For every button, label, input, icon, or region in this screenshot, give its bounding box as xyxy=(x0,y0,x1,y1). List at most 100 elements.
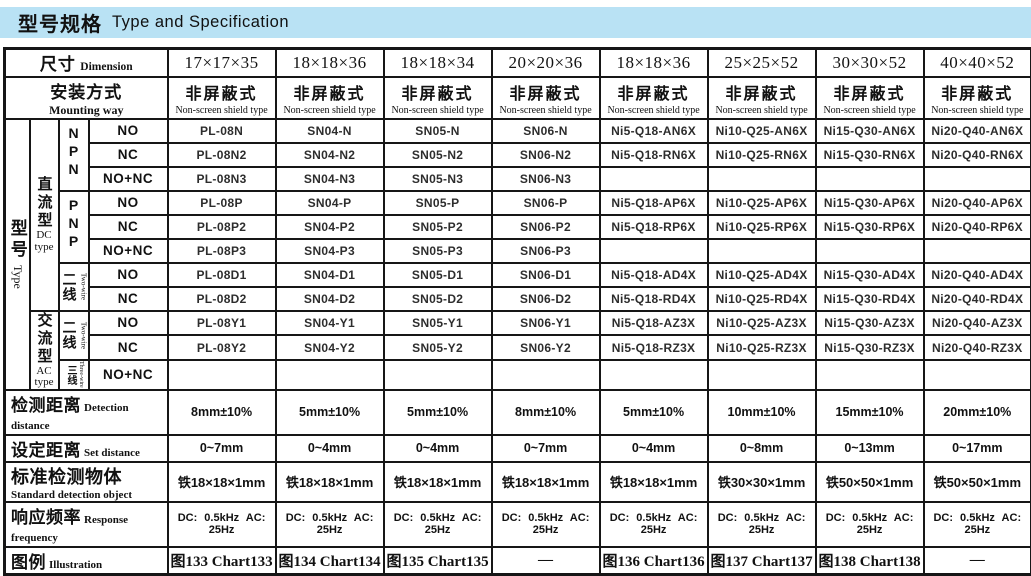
model-cell: Ni10-Q25-AZ3X xyxy=(708,311,816,336)
model-cell: SN05-N2 xyxy=(384,143,492,167)
model-cell: Ni15-Q30-RP6X xyxy=(816,215,924,239)
mount-en: Non-screen shield type xyxy=(493,105,599,116)
two-wire-zh: 二线 xyxy=(60,272,80,302)
model-cell: Ni5-Q18-AN6X xyxy=(600,119,708,143)
spec-value-cell: DC: 0.5kHz AC: 25Hz xyxy=(384,502,492,547)
model-cell: Ni15-Q30-AN6X xyxy=(816,119,924,143)
model-cell: Ni5-Q18-AD4X xyxy=(600,263,708,287)
dimension-cell: 18×18×36 xyxy=(600,49,708,77)
mount-zh: 非屏蔽式 xyxy=(709,80,815,104)
spec-value-cell: DC: 0.5kHz AC: 25Hz xyxy=(816,502,924,547)
spec-value-cell: 10mm±10% xyxy=(708,390,816,435)
model-cell: SN05-Y2 xyxy=(384,335,492,360)
model-cell xyxy=(600,360,708,390)
model-cell: SN05-N xyxy=(384,119,492,143)
two-wire-en: Two-wire xyxy=(80,322,88,349)
model-cell: Ni5-Q18-AZ3X xyxy=(600,311,708,336)
spec-label-zh: 图例 xyxy=(11,553,46,572)
model-cell: PL-08Y1 xyxy=(168,311,276,336)
spec-value-cell: DC: 0.5kHz AC: 25Hz xyxy=(924,502,1031,547)
spec-value-cell: — xyxy=(924,547,1031,575)
model-cell: Ni15-Q30-AZ3X xyxy=(816,311,924,336)
spec-value-cell: 图136 Chart136 xyxy=(600,547,708,575)
model-cell: Ni5-Q18-RZ3X xyxy=(600,335,708,360)
output-cell: NO+NC xyxy=(89,360,168,390)
model-cell: SN04-N xyxy=(276,119,384,143)
spec-value-cell: 铁50×50×1mm xyxy=(816,462,924,502)
output-cell: NC xyxy=(89,335,168,360)
model-cell xyxy=(924,167,1031,191)
spec-label-zh: 响应频率 xyxy=(11,508,81,527)
model-cell: Ni15-Q30-RZ3X xyxy=(816,335,924,360)
model-cell: Ni5-Q18-RD4X xyxy=(600,287,708,311)
spec-label-zh: 设定距离 xyxy=(11,441,81,460)
spec-value-cell: — xyxy=(492,547,600,575)
model-cell: SN05-N3 xyxy=(384,167,492,191)
spec-value-cell: 铁18×18×1mm xyxy=(384,462,492,502)
model-cell: Ni15-Q30-AP6X xyxy=(816,191,924,215)
ac-label-zh: 交流型 xyxy=(34,312,55,366)
mount-zh: 非屏蔽式 xyxy=(493,80,599,104)
model-cell xyxy=(816,167,924,191)
model-cell: SN05-D1 xyxy=(384,263,492,287)
output-cell: NO xyxy=(89,119,168,143)
output-cell: NC xyxy=(89,215,168,239)
mount-en: Non-screen shield type xyxy=(601,105,707,116)
model-cell xyxy=(708,167,816,191)
model-cell: PL-08D2 xyxy=(168,287,276,311)
model-cell: Ni20-Q40-AD4X xyxy=(924,263,1031,287)
mounting-label-zh: 安装方式 xyxy=(6,78,167,103)
spec-value-cell: DC: 0.5kHz AC: 25Hz xyxy=(708,502,816,547)
model-cell xyxy=(276,360,384,390)
spec-value-cell: 15mm±10% xyxy=(816,390,924,435)
spec-value-cell: 图138 Chart138 xyxy=(816,547,924,575)
spec-value-cell: 铁50×50×1mm xyxy=(924,462,1031,502)
mounting-label-en: Mounting way xyxy=(6,103,167,118)
spec-value-cell: 5mm±10% xyxy=(384,390,492,435)
spec-value-cell: 图137 Chart137 xyxy=(708,547,816,575)
model-cell: SN06-P2 xyxy=(492,215,600,239)
spec-label-en: Illustration xyxy=(49,559,102,571)
model-cell: SN06-D2 xyxy=(492,287,600,311)
model-cell: SN05-D2 xyxy=(384,287,492,311)
mount-en: Non-screen shield type xyxy=(817,105,923,116)
model-cell: PL-08P3 xyxy=(168,239,276,263)
model-cell: Ni5-Q18-AP6X xyxy=(600,191,708,215)
model-cell xyxy=(924,239,1031,263)
spec-value-cell: 铁18×18×1mm xyxy=(492,462,600,502)
mount-en: Non-screen shield type xyxy=(169,105,275,116)
type-label-en: Type xyxy=(10,265,25,289)
spec-value-cell: 5mm±10% xyxy=(600,390,708,435)
model-cell: SN05-Y1 xyxy=(384,311,492,336)
model-cell: Ni10-Q25-AD4X xyxy=(708,263,816,287)
model-cell: SN04-P3 xyxy=(276,239,384,263)
mount-en: Non-screen shield type xyxy=(709,105,815,116)
output-cell: NC xyxy=(89,143,168,167)
pnp-label: PNP xyxy=(59,191,89,263)
spec-value-cell: DC: 0.5kHz AC: 25Hz xyxy=(600,502,708,547)
mount-zh: 非屏蔽式 xyxy=(277,80,383,104)
model-cell: SN04-Y2 xyxy=(276,335,384,360)
spec-value-cell: 铁18×18×1mm xyxy=(168,462,276,502)
model-cell: SN04-N3 xyxy=(276,167,384,191)
model-cell: SN04-P2 xyxy=(276,215,384,239)
model-cell xyxy=(708,360,816,390)
